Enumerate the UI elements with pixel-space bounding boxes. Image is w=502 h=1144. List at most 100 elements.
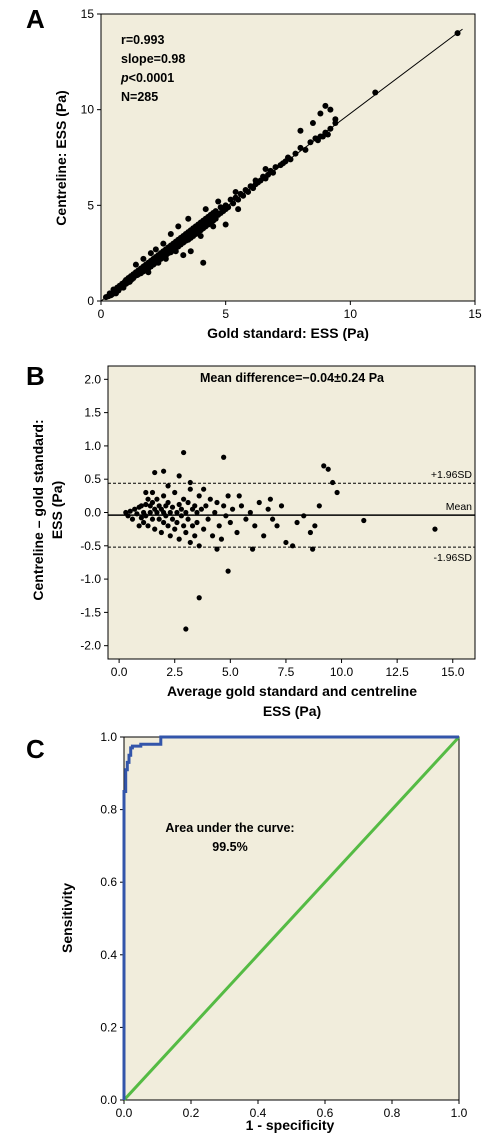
data-point-b <box>174 519 180 526</box>
data-point-a <box>132 261 139 268</box>
data-point-b <box>185 499 191 506</box>
data-point-b <box>174 509 180 516</box>
data-point-b <box>181 496 187 502</box>
mean-label: Mean <box>446 501 472 513</box>
x-tick-label-b: 2.5 <box>166 665 183 679</box>
y-axis-label-b-line1: Centreline – gold standard: <box>30 419 46 600</box>
data-point-b <box>169 504 176 510</box>
data-point-b <box>247 509 253 516</box>
data-point-b <box>187 486 193 492</box>
data-point-b <box>161 519 167 526</box>
y-tick-label-c: 0.6 <box>100 875 117 889</box>
data-point-b <box>234 529 240 536</box>
data-point-b <box>172 526 178 532</box>
data-point-b <box>185 516 191 522</box>
data-point-b <box>221 503 227 509</box>
data-point-b <box>301 513 307 519</box>
panel-label-b: B <box>26 361 45 391</box>
panel-c: C 0.0 0.2 0.4 0.6 0.8 1.0 1.0 0.8 0.6 0.4 0.2 0.0 A… <box>26 730 468 1133</box>
y-tick-label-b: -1.5 <box>80 605 101 619</box>
x-tick-label-b: 12.5 <box>385 665 409 679</box>
x-tick-label-b: 5.0 <box>222 665 239 679</box>
panel-b: B 0.0 2.5 5.0 7.5 10.0 12.5 15.0 2.0 1.5 1.0 0.5 0.… <box>26 361 476 719</box>
data-point-b <box>165 483 171 489</box>
auc-value: 99.5% <box>212 840 247 854</box>
data-point-b <box>178 506 184 512</box>
data-point-a <box>185 215 192 222</box>
data-point-b <box>149 499 156 506</box>
data-point-b <box>203 503 209 509</box>
data-point-b <box>214 546 220 552</box>
data-point-b <box>218 536 225 542</box>
data-point-a <box>162 255 169 262</box>
data-point-b <box>152 526 158 532</box>
data-point-b <box>125 513 131 519</box>
data-point-b <box>267 496 273 502</box>
data-point-a <box>372 89 379 96</box>
data-point-a <box>127 276 134 283</box>
data-point-b <box>165 499 171 506</box>
x-tick-label-a: 5 <box>222 307 229 321</box>
data-point-b <box>156 516 162 522</box>
y-tick-label-b: 1.0 <box>84 439 101 453</box>
data-point-b <box>196 595 202 601</box>
y-tick-label-c: 0.0 <box>100 1093 117 1107</box>
y-axis-label-c: Sensitivity <box>59 883 75 953</box>
data-point-b <box>172 489 178 496</box>
x-tick-label-b: 10.0 <box>330 665 354 679</box>
stat-slope: slope=0.98 <box>121 52 185 66</box>
data-point-b <box>196 493 202 499</box>
data-point-b <box>194 519 200 526</box>
x-tick-label-c: 0.0 <box>116 1106 133 1120</box>
points-a <box>102 30 461 301</box>
x-tick-label-c: 0.8 <box>384 1106 401 1120</box>
data-point-b <box>432 526 438 532</box>
data-point-b <box>145 523 151 529</box>
data-point-b <box>181 449 187 456</box>
x-tick-label-b: 15.0 <box>441 665 465 679</box>
data-point-b <box>132 506 138 512</box>
x-tick-label-c: 1.0 <box>451 1106 468 1120</box>
axes-b: 0.0 2.5 5.0 7.5 10.0 12.5 15.02.01.51.00.50.0-… <box>80 372 464 679</box>
x-axis-label-a: Gold standard: ESS (Pa) <box>207 325 369 341</box>
panel-a: A 0 5 10 15 0 5 10 15 r=0.993 slope=0.98 p<0.00… <box>26 4 482 341</box>
stat-r: r=0.993 <box>121 33 164 47</box>
y-tick-label-a: 5 <box>87 198 94 212</box>
data-point-b <box>290 543 296 549</box>
data-point-b <box>278 503 285 509</box>
data-point-a <box>302 146 309 153</box>
data-point-b <box>256 499 262 506</box>
data-point-b <box>261 533 267 539</box>
x-tick-label-a: 10 <box>344 307 358 321</box>
data-point-b <box>205 516 211 522</box>
data-point-b <box>136 523 142 529</box>
data-point-b <box>158 529 164 536</box>
stat-n: N=285 <box>121 90 158 104</box>
y-tick-label-b: -1.0 <box>80 572 101 586</box>
data-point-a <box>230 200 237 207</box>
data-point-a <box>222 221 229 228</box>
data-point-a <box>297 144 304 151</box>
reference-diagonal-line <box>122 735 461 1102</box>
data-point-b <box>129 516 136 522</box>
data-point-b <box>187 539 193 546</box>
data-point-b <box>178 513 184 519</box>
data-point-b <box>138 515 144 521</box>
y-axis-label-b-line2: ESS (Pa) <box>49 481 65 539</box>
data-point-b <box>154 496 160 502</box>
data-point-b <box>165 523 171 529</box>
y-tick-label-b: 1.5 <box>84 406 101 420</box>
roc-series <box>122 735 461 1102</box>
stat-p-italic: p <box>120 71 129 85</box>
x-tick-label-c: 0.2 <box>183 1106 200 1120</box>
data-point-a <box>145 269 152 276</box>
data-point-b <box>147 509 153 516</box>
data-point-b <box>143 513 149 519</box>
roc-curve-line <box>122 735 459 1100</box>
data-point-b <box>201 486 207 492</box>
data-point-a <box>319 133 326 140</box>
data-point-b <box>152 469 158 476</box>
data-point-b <box>167 533 173 539</box>
y-tick-label-c: 0.4 <box>100 948 117 962</box>
